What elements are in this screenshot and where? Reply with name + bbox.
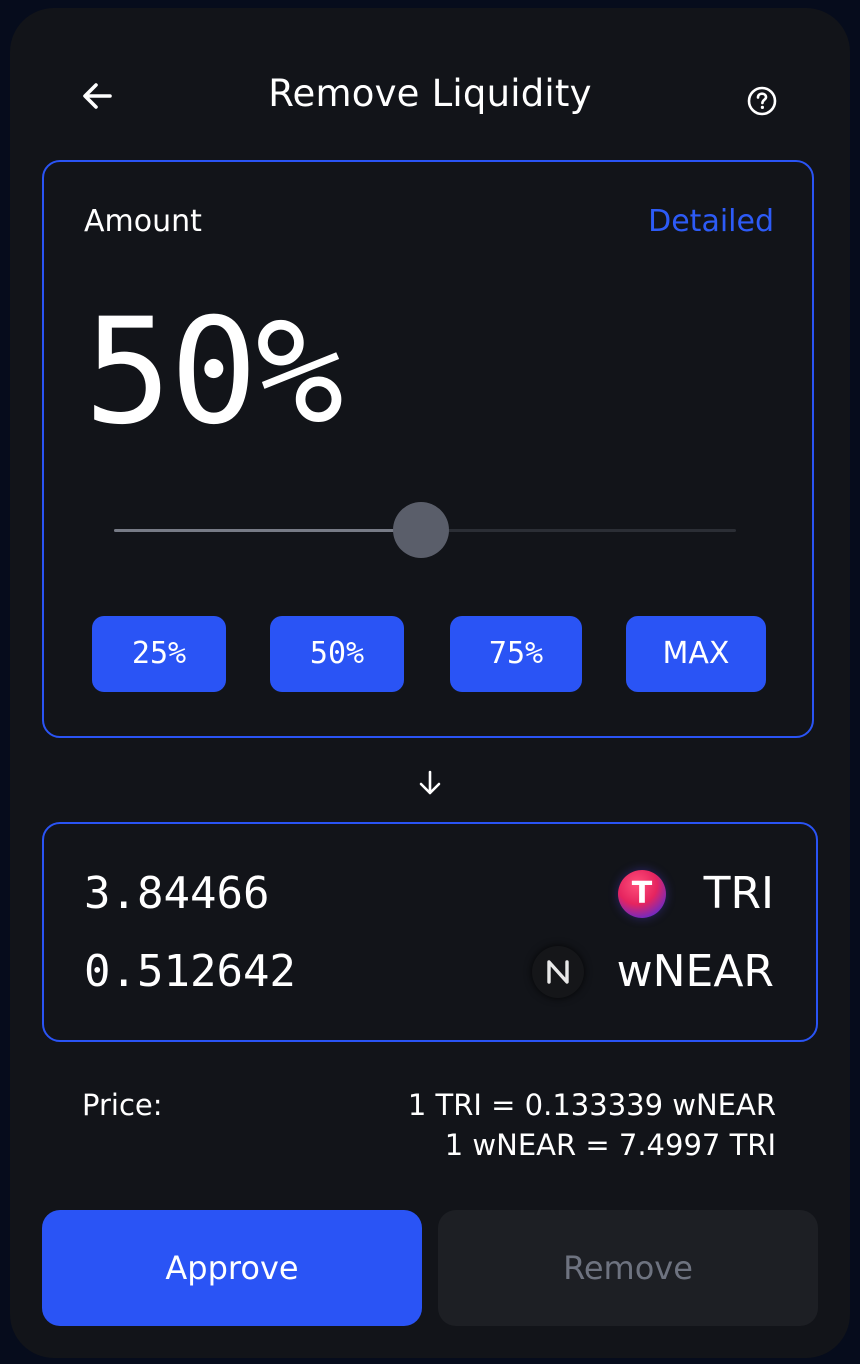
arrow-down-icon (417, 769, 443, 797)
page-title: Remove Liquidity (268, 72, 592, 115)
preset-max-button[interactable]: MAX (626, 616, 766, 692)
amount-label: Amount (84, 204, 202, 239)
approve-button[interactable]: Approve (42, 1210, 422, 1326)
detailed-link[interactable]: Detailed (648, 204, 774, 239)
amount-slider[interactable] (114, 502, 736, 558)
tri-amount: 3.84466 (84, 868, 270, 919)
amount-panel (42, 160, 814, 738)
remove-button[interactable]: Remove (438, 1210, 818, 1326)
price-label: Price: (82, 1088, 163, 1122)
back-arrow-icon[interactable] (80, 78, 116, 114)
price-tri-to-wnear: 1 TRI = 0.133339 wNEAR (407, 1088, 776, 1122)
slider-thumb[interactable] (393, 502, 449, 558)
near-token-icon (532, 946, 584, 998)
tri-symbol: TRI (703, 868, 774, 919)
help-icon[interactable] (745, 84, 779, 118)
slider-fill (114, 529, 425, 532)
preset-75-button[interactable]: 75% (450, 616, 582, 692)
wnear-amount: 0.512642 (84, 946, 296, 997)
price-wnear-to-tri: 1 wNEAR = 7.4997 TRI (444, 1128, 776, 1162)
output-panel (42, 822, 818, 1042)
preset-50-button[interactable]: 50% (270, 616, 404, 692)
percent-display: 50% (84, 287, 344, 457)
tri-token-icon: T (618, 870, 666, 918)
preset-25-button[interactable]: 25% (92, 616, 226, 692)
wnear-symbol: wNEAR (616, 946, 774, 997)
